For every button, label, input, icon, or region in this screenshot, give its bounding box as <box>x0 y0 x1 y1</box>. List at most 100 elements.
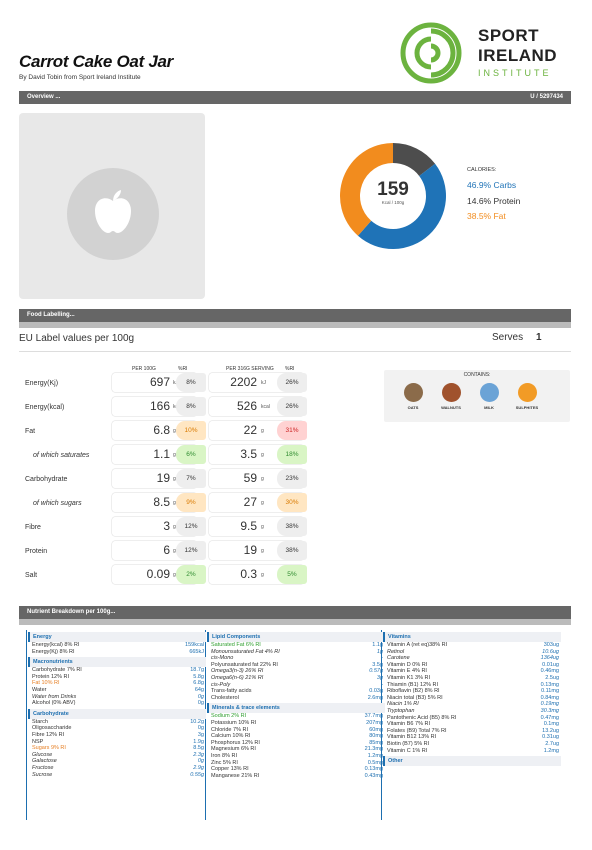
nutrient-row: Calcium 10% RI 80mg <box>207 733 385 740</box>
nutrient-row: Galactose 0g <box>28 758 206 765</box>
nutrient-name: Magnesium 6% RI <box>211 746 256 753</box>
per100-ri: 12% <box>176 541 206 560</box>
nutrient-value: 30.3mg <box>540 707 559 714</box>
nutrient-value: 3g <box>197 731 204 738</box>
recipe-byline: By David Tobin from Sport Ireland Instit… <box>19 74 141 81</box>
serves-value: 1 <box>536 332 542 343</box>
nutrient-row: Water 64g <box>28 687 206 694</box>
nutrient-row: Potassium 10% RI 207mg <box>207 720 385 727</box>
breakdown-section-heading: Macronutrients <box>28 657 206 668</box>
nutrient-value: 2.5ug <box>545 674 559 681</box>
nutrient-row: cis-Mono - <box>207 655 385 662</box>
per100-ri: 8% <box>176 397 206 416</box>
per100-cell <box>112 421 197 440</box>
per100-unit: g <box>173 548 176 554</box>
nutrient-row: Polyunsaturated fat 22% RI 3.5g <box>207 662 385 669</box>
per100-cell <box>112 517 197 536</box>
nutrient-breakdown-bar: Nutrient Breakdown per 100g... <box>19 606 571 619</box>
nutrient-name: cis-Mono <box>211 655 234 662</box>
per100-ri: 8% <box>176 373 206 392</box>
nutrient-value: 0.03g <box>369 688 383 695</box>
nutrient-row: Phosphorus 12% RI 85mg <box>207 740 385 747</box>
nutrient-value: 64g <box>194 686 204 693</box>
nutrient-row: Omega6(n-6) 21% RI 3g <box>207 675 385 682</box>
nutrient-name: Saturated Fat 6% RI <box>211 642 261 648</box>
nutrient-value: 1.2mg <box>367 752 383 759</box>
donut-segment-protein <box>393 143 436 176</box>
eu-row-label: of which sugars <box>33 500 82 507</box>
nutrient-name: Galactose <box>32 758 57 765</box>
nutrient-value: 1364ug <box>540 655 559 662</box>
allergen-sulphites: SULPHITES <box>512 383 542 410</box>
nutrient-name: Copper 13% RI <box>211 766 249 773</box>
per100-value: 3 <box>163 519 170 533</box>
eu-row: of which sugars 8.5 g 9% 27 g 30% <box>19 493 339 515</box>
eu-row-label: Carbohydrate <box>25 476 68 483</box>
nutrient-value: 2.9g <box>193 764 204 771</box>
nutrient-value: 0.47mg <box>540 714 559 721</box>
nutrient-row: NSP 1.9g <box>28 739 206 746</box>
nutrient-name: Monounsaturated Fat 4% RI <box>211 648 280 655</box>
breakdown-section-heading: Vitamins <box>383 632 561 642</box>
nutrient-row: Riboflavin (B2) 8% RI 0.11mg <box>383 688 561 695</box>
nutrient-value: 0.84mg <box>540 694 559 701</box>
macro-carbs: 46.9% Carbs <box>467 180 517 190</box>
per100-unit: g <box>173 428 176 434</box>
serving-ri: 23% <box>277 469 307 488</box>
nutrient-value: 80mg <box>369 733 383 740</box>
nutrient-value: 0g <box>197 725 204 732</box>
nutrient-value: 2.7ug <box>545 740 559 747</box>
serving-ri: 31% <box>277 421 307 440</box>
nutrient-row: Vitamin B6 7% RI 0.1mg <box>383 721 561 728</box>
nutrient-value: 159kcal <box>185 642 204 648</box>
col2-rule <box>205 630 206 820</box>
per100-ri: 10% <box>176 421 206 440</box>
food-labelling-bar: Food Labelling... <box>19 309 571 322</box>
nutrient-row: Alcohol (0% ABV) 0g <box>28 700 206 707</box>
logo-swirl-icon <box>400 22 462 84</box>
calories-value: 159 <box>377 179 409 200</box>
nutrient-name: Fat 10% RI <box>32 680 60 687</box>
nutrient-row: Energy(kcal) 8% RI 159kcal <box>28 642 206 649</box>
per100-ri: 12% <box>176 517 206 536</box>
nutrient-row: Biotin (B7) 5% RI 2.7ug <box>383 741 561 748</box>
serving-ri: 18% <box>277 445 307 464</box>
per100-value: 0.09 <box>146 567 170 581</box>
nutrient-name: Riboflavin (B2) 8% RI <box>387 688 440 695</box>
nutrient-value: 37.7mg <box>364 713 383 720</box>
per100-value: 6 <box>163 543 170 557</box>
serving-unit: g <box>261 428 264 434</box>
per100-cell <box>112 373 197 392</box>
nutrient-value: 2.6mg <box>367 694 383 701</box>
eu-row: of which saturates 1.1 g 6% 3.5 g 18% <box>19 445 339 467</box>
eu-row-label: of which saturates <box>33 452 90 459</box>
eu-label-title: EU Label values per 100g <box>19 333 135 344</box>
per100-ri: 2% <box>176 565 206 584</box>
serving-value: 22 <box>243 423 257 437</box>
donut-center: 159 Kcal / 100g <box>339 179 447 206</box>
nutrient-name: Calcium 10% RI <box>211 733 251 740</box>
eu-row: Salt 0.09 g 2% 0.3 g 5% <box>19 565 339 587</box>
breakdown-col-2: Lipid Components Saturated Fat 6% RI 1.1g M… <box>207 630 385 779</box>
serving-unit: g <box>261 524 264 530</box>
nutrient-name: Sucrose <box>32 771 53 778</box>
nutrient-breakdown-label: Nutrient Breakdown per 100g... <box>27 609 116 615</box>
serving-unit: g <box>261 452 264 458</box>
nutrient-value: 3g <box>376 674 383 681</box>
nutrient-row: Tryptophan 30.3mg <box>383 708 561 715</box>
breakdown-section-heading: Carbohydrate <box>28 708 206 719</box>
per100-value: 6.8 <box>153 423 170 437</box>
recipe-title: Carrot Cake Oat Jar <box>19 52 173 71</box>
nutrient-row: Zinc 5% RI 0.5mg <box>207 760 385 767</box>
nutrient-value: 0.11mg <box>541 688 559 695</box>
nutrient-value: 0.19mg <box>540 701 559 708</box>
serving-unit: g <box>261 500 264 506</box>
nutrient-name: Sodium 2% RI <box>211 713 247 720</box>
nutrient-row: Vitamin A (ret eq)38% RI 303ug <box>383 642 561 649</box>
nutrient-row: Starch 10.2g <box>28 719 206 726</box>
serving-value: 9.5 <box>240 519 257 533</box>
nutrient-name: Water from Drinks <box>32 693 77 700</box>
calories-unit: Kcal / 100g <box>381 200 405 205</box>
allergen-icon <box>403 383 423 402</box>
